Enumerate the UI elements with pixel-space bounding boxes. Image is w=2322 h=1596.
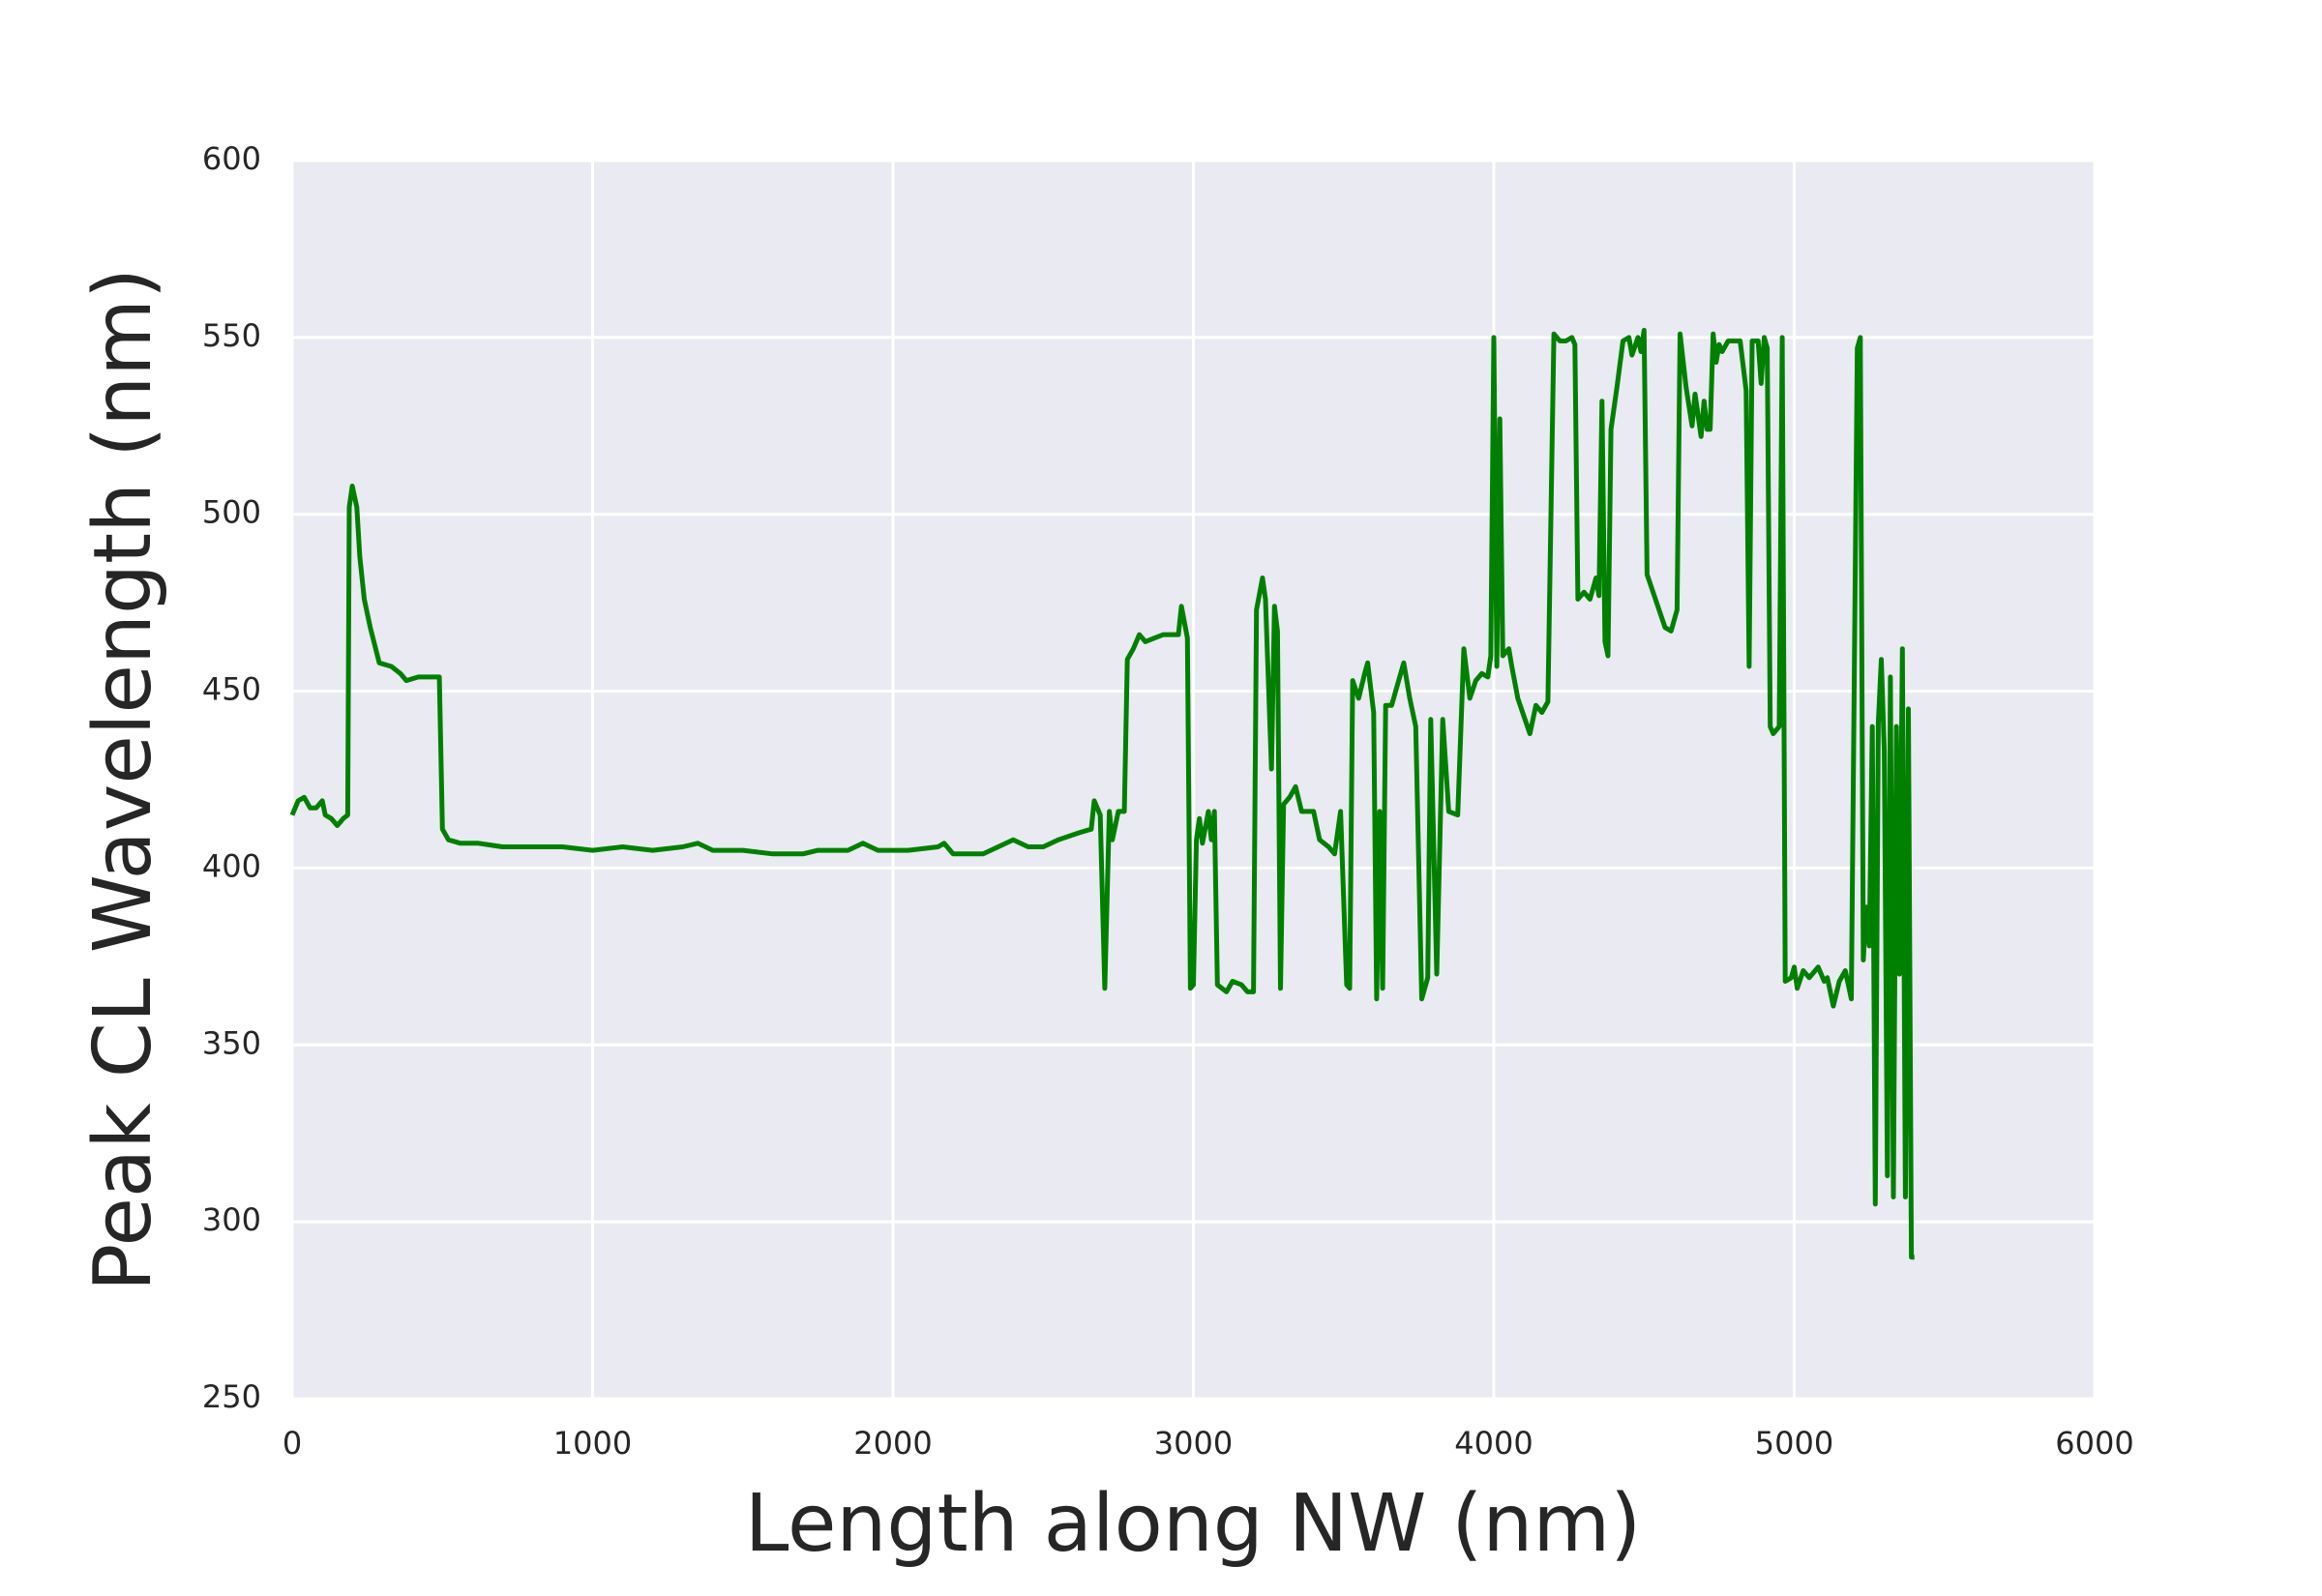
y-tick-label: 400	[202, 847, 261, 884]
y-tick-label: 600	[202, 140, 261, 177]
y-tick-label: 250	[202, 1378, 261, 1415]
data-line	[289, 328, 1915, 1260]
x-tick-label: 1000	[553, 1425, 632, 1462]
y-tick-label: 550	[202, 317, 261, 354]
x-tick-label: 0	[283, 1425, 302, 1462]
x-tick-label: 5000	[1755, 1425, 1833, 1462]
x-tick-label: 6000	[2055, 1425, 2133, 1462]
y-tick-label: 300	[202, 1201, 261, 1238]
y-tick-label: 500	[202, 494, 261, 531]
y-tick-label: 350	[202, 1024, 261, 1061]
x-tick-label: 3000	[1154, 1425, 1233, 1462]
y-axis-label: Peak CL Wavelength (nm)	[77, 268, 169, 1291]
y-tick-label: 450	[202, 671, 261, 708]
x-tick-label: 2000	[853, 1425, 932, 1462]
x-tick-label: 4000	[1454, 1425, 1533, 1462]
x-axis-label: Length along NW (nm)	[745, 1478, 1642, 1570]
